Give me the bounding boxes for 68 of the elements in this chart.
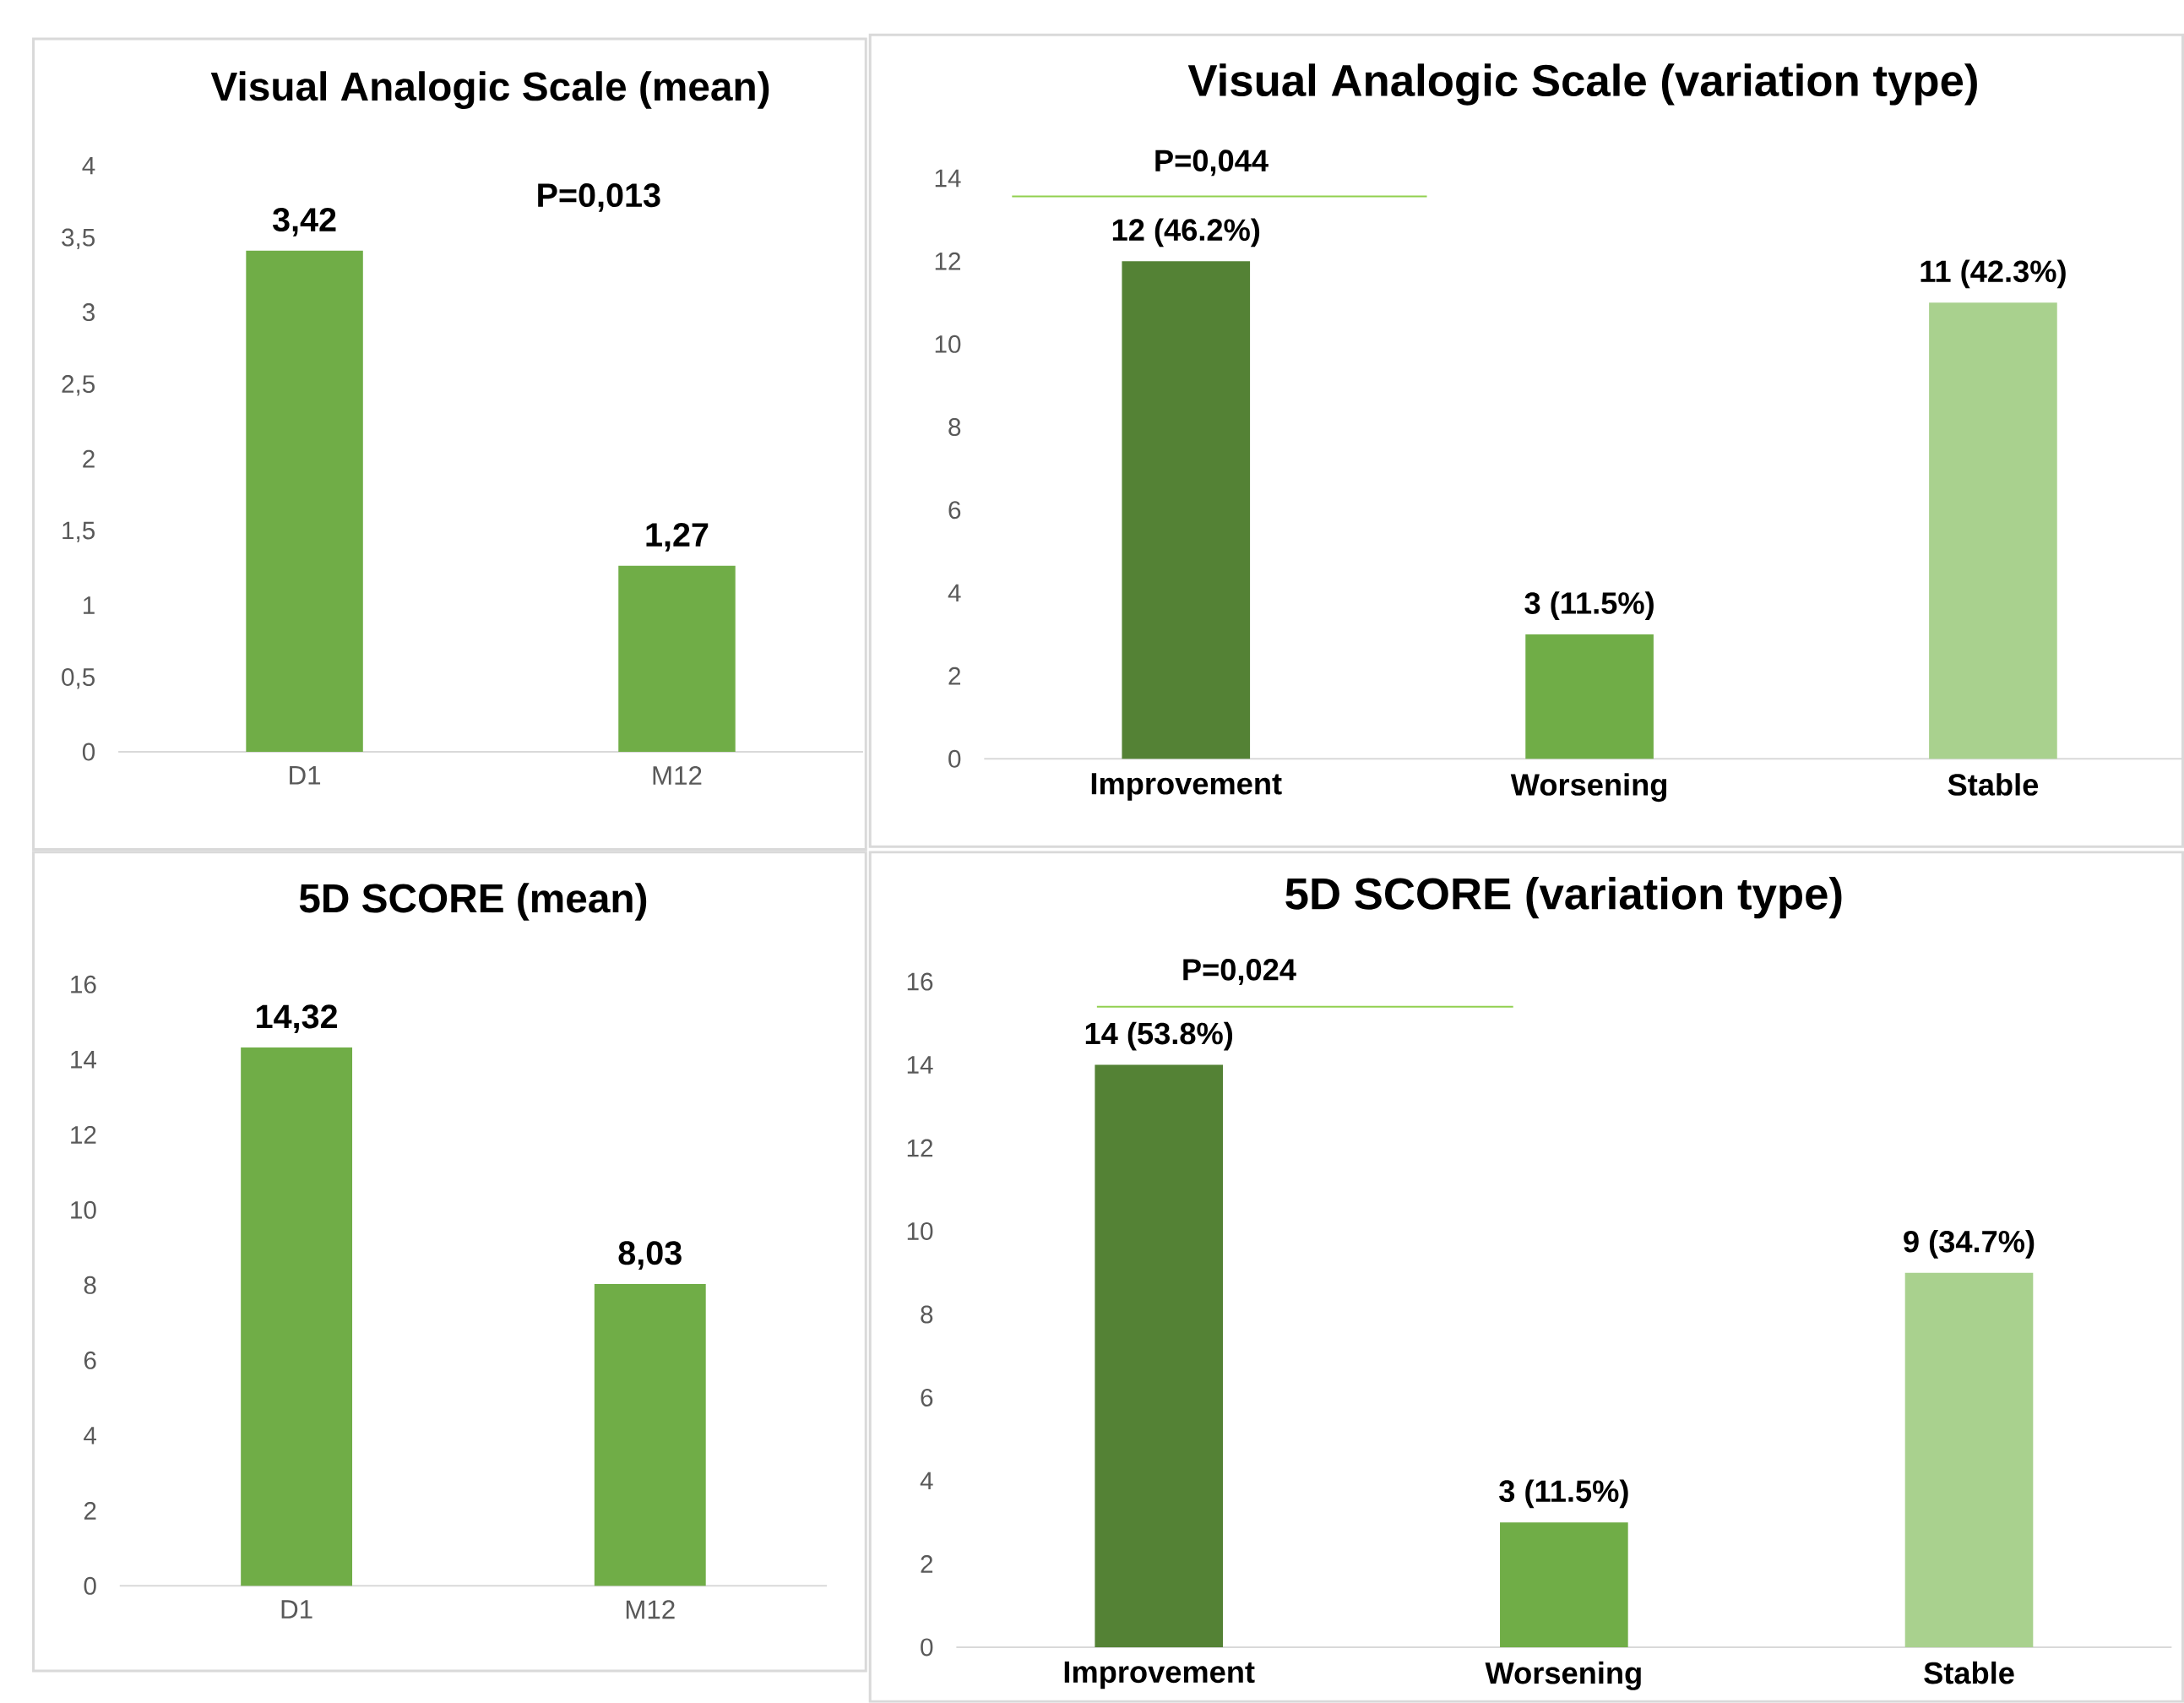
x-tick-label: Stable xyxy=(1948,773,2039,797)
y-tick-label: 2 xyxy=(84,1502,96,1520)
data-label: 3 (11.5%) xyxy=(1499,1479,1628,1509)
y-tick-label: 4 xyxy=(920,1472,933,1490)
y-tick-label: 6 xyxy=(84,1351,96,1369)
y-tick-label: 8 xyxy=(921,1305,933,1324)
x-tick-label: M12 xyxy=(653,766,702,786)
x-tick-label: Worsening xyxy=(1485,1662,1641,1690)
y-tick-label: 4 xyxy=(82,157,95,175)
data-label: 11 (42.3%) xyxy=(1921,259,2066,289)
y-tick-label: 6 xyxy=(921,1389,933,1407)
y-tick-label: 14 xyxy=(71,1051,97,1069)
y-tick-label: 2 xyxy=(948,667,961,685)
chart-title: Visual Analogic Scale (mean) xyxy=(210,71,769,110)
y-tick-label: 16 xyxy=(907,972,933,991)
text: P=0,044 xyxy=(1155,150,1269,177)
bar xyxy=(1904,1272,2034,1648)
x-tick-label: Stable xyxy=(1924,1662,2014,1684)
y-tick-label: 14 xyxy=(907,1056,933,1074)
y-tick-label: 1,5 xyxy=(62,521,95,543)
chart-title: Visual Analogic Scale (variation type) xyxy=(1187,63,1977,106)
bar xyxy=(1095,1064,1224,1648)
y-tick-label: 10 xyxy=(71,1200,96,1219)
x-tick-label: D1 xyxy=(290,766,321,785)
y-tick-label: 1 xyxy=(84,596,95,614)
chart-title: 5D SCORE (variation type) xyxy=(1285,877,1842,919)
y-tick-label: 2 xyxy=(921,1555,933,1573)
chart-title: 5D SCORE (mean) xyxy=(299,883,647,922)
x-tick-label: Worsening xyxy=(1510,773,1667,803)
y-tick-label: 12 xyxy=(71,1126,96,1144)
bar xyxy=(1525,634,1654,759)
y-tick-label: 0,5 xyxy=(62,668,95,689)
y-tick-label: 2,5 xyxy=(62,375,95,396)
x-tick-label: M12 xyxy=(626,1600,675,1619)
y-tick-label: 14 xyxy=(935,169,961,188)
x-tick-label: Improvement xyxy=(1064,1661,1255,1689)
y-tick-label: 0 xyxy=(82,743,95,761)
y-tick-label: 8 xyxy=(948,418,961,437)
y-tick-label: 16 xyxy=(71,975,96,993)
y-tick-label: 0 xyxy=(84,1577,96,1596)
y-tick-label: 10 xyxy=(907,1222,933,1241)
y-tick-label: 8 xyxy=(84,1276,96,1294)
annotation: P=0,013 xyxy=(538,183,660,213)
data-label: 14 (53.8%) xyxy=(1085,1021,1233,1051)
annotation: P=0,024 xyxy=(1183,959,1296,986)
y-tick-label: 6 xyxy=(948,501,961,520)
y-tick-label: 2 xyxy=(83,449,95,468)
y-tick-label: 3,5 xyxy=(62,228,95,250)
y-tick-label: 12 xyxy=(935,252,961,270)
data-label: 9 (34.7%) xyxy=(1904,1230,2035,1259)
data-label: 3 (11.5%) xyxy=(1524,591,1654,621)
data-label: 1,27 xyxy=(646,523,709,552)
data-label: 3,42 xyxy=(272,208,336,237)
y-tick-label: 0 xyxy=(948,749,961,768)
bar xyxy=(1929,302,2057,759)
x-tick-label: D1 xyxy=(281,1600,312,1619)
data-label: 12 (46.2%) xyxy=(1112,218,1260,248)
y-tick-label: 10 xyxy=(935,335,961,353)
y-tick-label: 4 xyxy=(84,1427,97,1445)
y-tick-label: 12 xyxy=(907,1139,933,1157)
data-label: 8,03 xyxy=(618,1241,682,1270)
data-label: 14,32 xyxy=(257,1004,337,1034)
y-tick-label: 3 xyxy=(82,303,95,322)
y-tick-label: 0 xyxy=(921,1638,933,1657)
bar xyxy=(1500,1522,1628,1648)
x-tick-label: Improvement xyxy=(1091,773,1282,801)
bar xyxy=(1122,261,1251,759)
y-tick-label: 4 xyxy=(948,584,961,602)
